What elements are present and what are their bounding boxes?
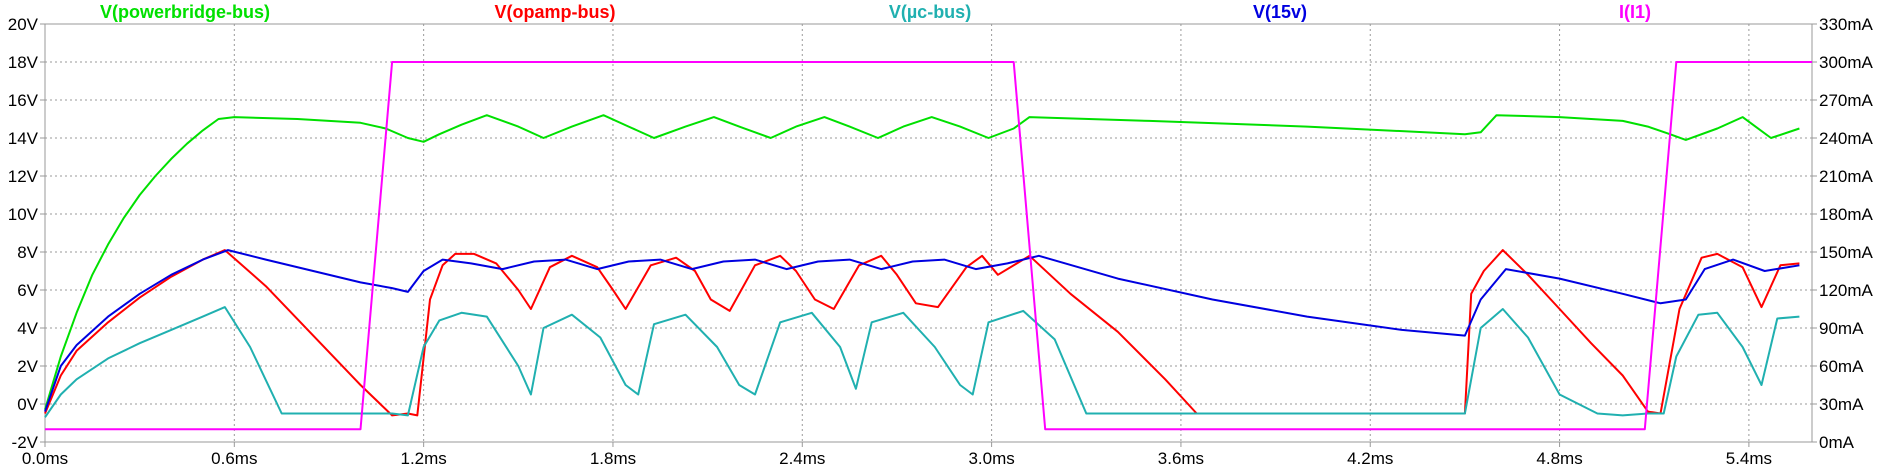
y-left-tick-label: 4V bbox=[17, 319, 38, 338]
y-left-tick-label: 8V bbox=[17, 243, 38, 262]
y-axis-right: 0mA 30mA 60mA 90mA 120mA 150mA 180mA 210mA 240mA… bbox=[1812, 15, 1874, 452]
y-right-tick-label: 270mA bbox=[1819, 91, 1874, 110]
y-right-tick-label: 90mA bbox=[1819, 319, 1864, 338]
y-left-tick-label: 10V bbox=[8, 205, 39, 224]
y-right-tick-label: 0mA bbox=[1819, 433, 1855, 452]
y-right-tick-label: 120mA bbox=[1819, 281, 1874, 300]
x-tick-label: 0.6ms bbox=[211, 449, 257, 468]
x-tick-label: 1.8ms bbox=[590, 449, 636, 468]
grid bbox=[45, 24, 1812, 442]
y-left-tick-label: 2V bbox=[17, 357, 38, 376]
y-right-tick-label: 210mA bbox=[1819, 167, 1874, 186]
legend: V(powerbridge-bus) V(opamp-bus) V(µc-bus) V… bbox=[100, 2, 1651, 22]
traces bbox=[44, 61, 1812, 431]
legend-entry: I(I1) bbox=[1619, 2, 1651, 22]
y-right-tick-label: 30mA bbox=[1819, 395, 1864, 414]
y-right-tick-label: 60mA bbox=[1819, 357, 1864, 376]
plot-frame bbox=[44, 23, 1813, 443]
x-tick-label: 3.6ms bbox=[1158, 449, 1204, 468]
x-axis: 0.0ms 0.6ms 1.2ms 1.8ms 2.4ms 3.0ms 3.6ms 4.2ms… bbox=[22, 442, 1772, 468]
series-line bbox=[44, 306, 1800, 418]
x-tick-label: 4.8ms bbox=[1536, 449, 1582, 468]
x-tick-label: 4.2ms bbox=[1347, 449, 1393, 468]
y-right-tick-label: 330mA bbox=[1819, 15, 1874, 34]
x-tick-label: 0.0ms bbox=[22, 449, 68, 468]
y-left-tick-label: 16V bbox=[8, 91, 39, 110]
y-left-tick-label: 0V bbox=[17, 395, 38, 414]
y-axis-left: -2V 0V 2V 4V 6V 8V 10V 12V 14V 16V 18V 20V bbox=[8, 15, 45, 452]
y-right-tick-label: 180mA bbox=[1819, 205, 1874, 224]
x-tick-label: 2.4ms bbox=[779, 449, 825, 468]
y-left-tick-label: 6V bbox=[17, 281, 38, 300]
y-right-tick-label: 300mA bbox=[1819, 53, 1874, 72]
y-left-tick-label: -2V bbox=[12, 433, 39, 452]
legend-entry: V(15v) bbox=[1253, 2, 1307, 22]
y-left-tick-label: 18V bbox=[8, 53, 39, 72]
y-left-tick-label: 20V bbox=[8, 15, 39, 34]
legend-entry: V(powerbridge-bus) bbox=[100, 2, 270, 22]
legend-entry: V(opamp-bus) bbox=[495, 2, 616, 22]
series-line bbox=[44, 249, 1800, 412]
y-left-tick-label: 12V bbox=[8, 167, 39, 186]
legend-entry: V(µc-bus) bbox=[889, 2, 971, 22]
y-right-tick-label: 240mA bbox=[1819, 129, 1874, 148]
x-tick-label: 5.4ms bbox=[1726, 449, 1772, 468]
x-tick-label: 1.2ms bbox=[400, 449, 446, 468]
y-left-tick-label: 14V bbox=[8, 129, 39, 148]
series-line bbox=[45, 61, 1812, 431]
y-right-tick-label: 150mA bbox=[1819, 243, 1874, 262]
series-line bbox=[44, 249, 1800, 417]
x-tick-label: 3.0ms bbox=[968, 449, 1014, 468]
series-line bbox=[44, 114, 1800, 410]
